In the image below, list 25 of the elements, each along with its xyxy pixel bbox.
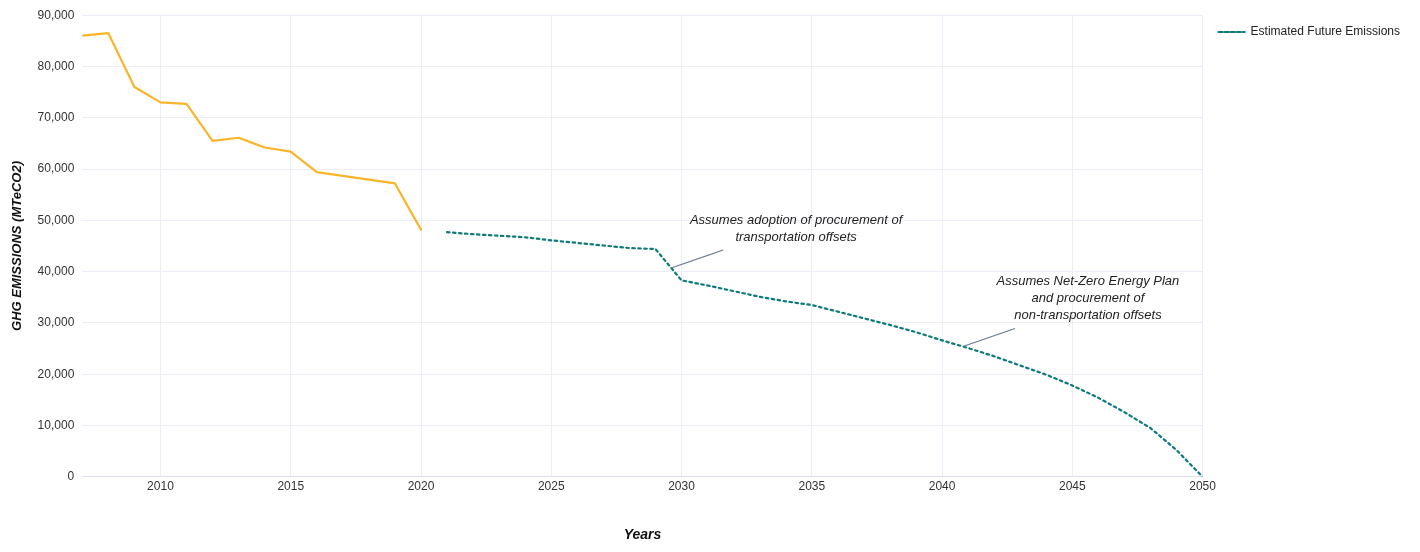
x-tick-label: 2025 bbox=[537, 479, 565, 494]
x-axis-title: Years bbox=[623, 526, 662, 543]
x-tick-label: 2050 bbox=[1189, 479, 1217, 494]
y-axis-title: GHG EMISSIONS (MTeCO2) bbox=[9, 161, 25, 331]
y-tick-label: 80,000 bbox=[37, 58, 75, 73]
x-tick-label: 2010 bbox=[147, 479, 175, 494]
x-tick-label: 2015 bbox=[277, 479, 305, 494]
x-tick-label: 2020 bbox=[407, 479, 435, 494]
x-tick-label: 2035 bbox=[798, 479, 826, 494]
y-tick-label: 20,000 bbox=[37, 366, 75, 381]
y-tick-label: 50,000 bbox=[37, 212, 75, 227]
y-tick-label: 60,000 bbox=[37, 161, 75, 176]
annotation: Assumes Net-Zero Energy Plan and procurement of non-transportation offsets bbox=[995, 273, 1180, 323]
y-tick-label: 40,000 bbox=[37, 263, 75, 278]
y-tick-label: 30,000 bbox=[37, 315, 75, 330]
y-tick-label: 70,000 bbox=[37, 110, 75, 125]
x-tick-label: 2040 bbox=[928, 479, 956, 494]
y-tick-label: 90,000 bbox=[37, 7, 75, 22]
legend-label: Estimated Future Emissions bbox=[1250, 24, 1401, 39]
y-tick-label: 0 bbox=[67, 469, 75, 484]
x-tick-label: 2045 bbox=[1058, 479, 1087, 494]
annotation: Assumes adoption of procurement of transportation offsets bbox=[688, 211, 904, 244]
line-series bbox=[445, 231, 1203, 477]
x-tick-label: 2030 bbox=[668, 479, 696, 494]
y-tick-label: 10,000 bbox=[37, 417, 75, 432]
